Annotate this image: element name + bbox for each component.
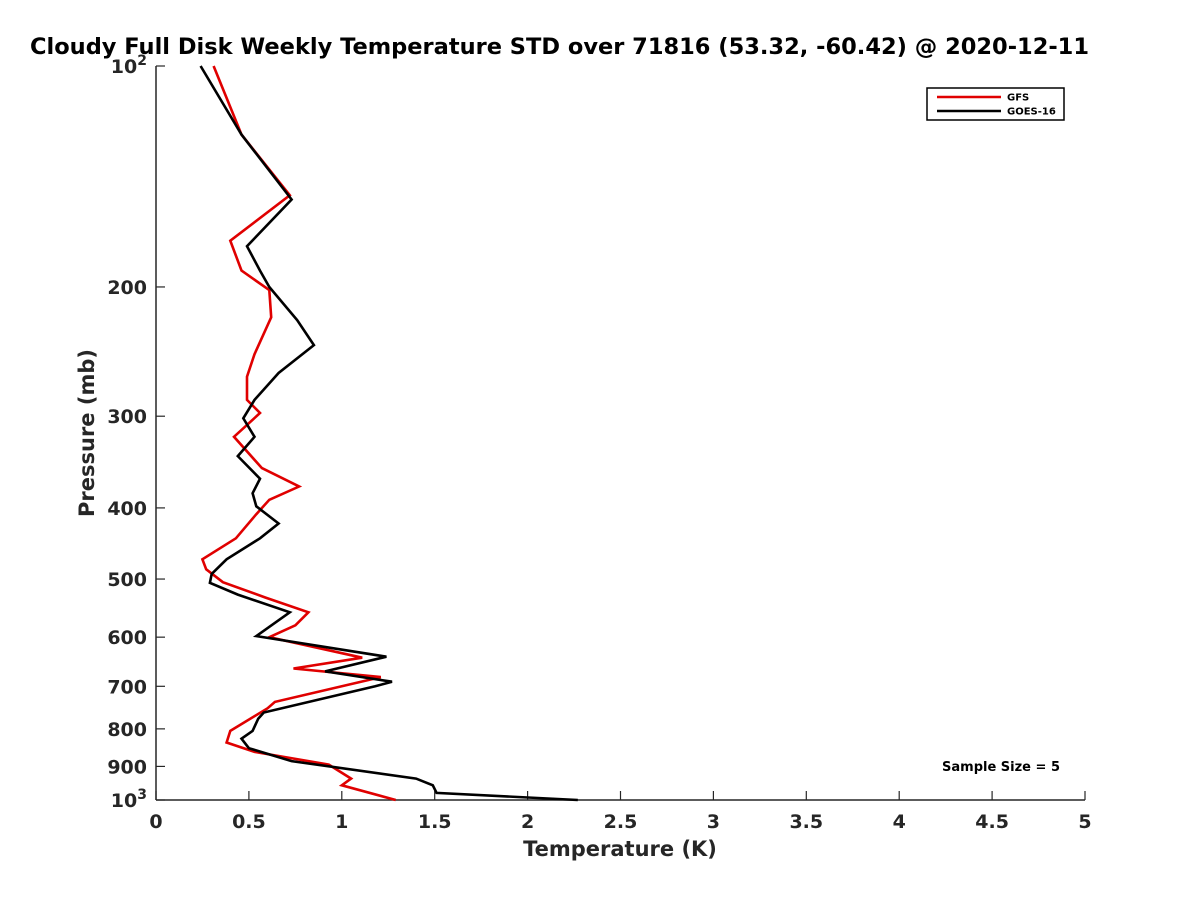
y-tick-label: 700	[107, 676, 147, 698]
legend: GFS GOES-16	[926, 87, 1065, 121]
y-tick-label: 600	[107, 627, 147, 649]
x-tick-label: 0.5	[232, 811, 266, 833]
x-tick-label: 1.5	[418, 811, 452, 833]
y-tick-label: 500	[107, 569, 147, 591]
sample-size-note: Sample Size = 5	[942, 760, 1060, 775]
legend-box	[926, 87, 1065, 121]
plot-axes: 0 0.5 1 1.5 2 2.5 3 3.5 4 4.5 5 102 200 300 400 500 600 7…	[107, 53, 1091, 833]
x-tick-label: 3	[707, 811, 720, 833]
x-tick-label: 2.5	[604, 811, 638, 833]
x-tick-label: 3.5	[789, 811, 823, 833]
x-tick-label: 4.5	[975, 811, 1009, 833]
x-tick-label: 1	[335, 811, 348, 833]
chart-title: Cloudy Full Disk Weekly Temperature STD …	[30, 34, 1089, 60]
legend-label-goes-16: GOES-16	[1007, 107, 1056, 118]
y-axis-label: Pressure (mb)	[75, 349, 99, 517]
y-tick-label: 400	[107, 498, 147, 520]
x-tick-label: 0	[149, 811, 162, 833]
y-tick-label: 900	[107, 756, 147, 778]
y-tick-label: 800	[107, 719, 147, 741]
y-tick-label: 300	[107, 406, 147, 428]
y-tick-label: 200	[107, 277, 147, 299]
series-layer	[199, 65, 578, 802]
x-tick-label: 5	[1078, 811, 1091, 833]
y-tick-label: 102	[111, 53, 147, 78]
x-axis-label: Temperature (K)	[523, 837, 717, 861]
series-line-goes-16	[199, 65, 578, 802]
series-line-gfs	[200, 65, 397, 802]
x-tick-label: 2	[521, 811, 534, 833]
x-tick-label: 4	[893, 811, 906, 833]
y-tick-label: 103	[111, 787, 147, 812]
legend-label-gfs: GFS	[1007, 93, 1029, 104]
